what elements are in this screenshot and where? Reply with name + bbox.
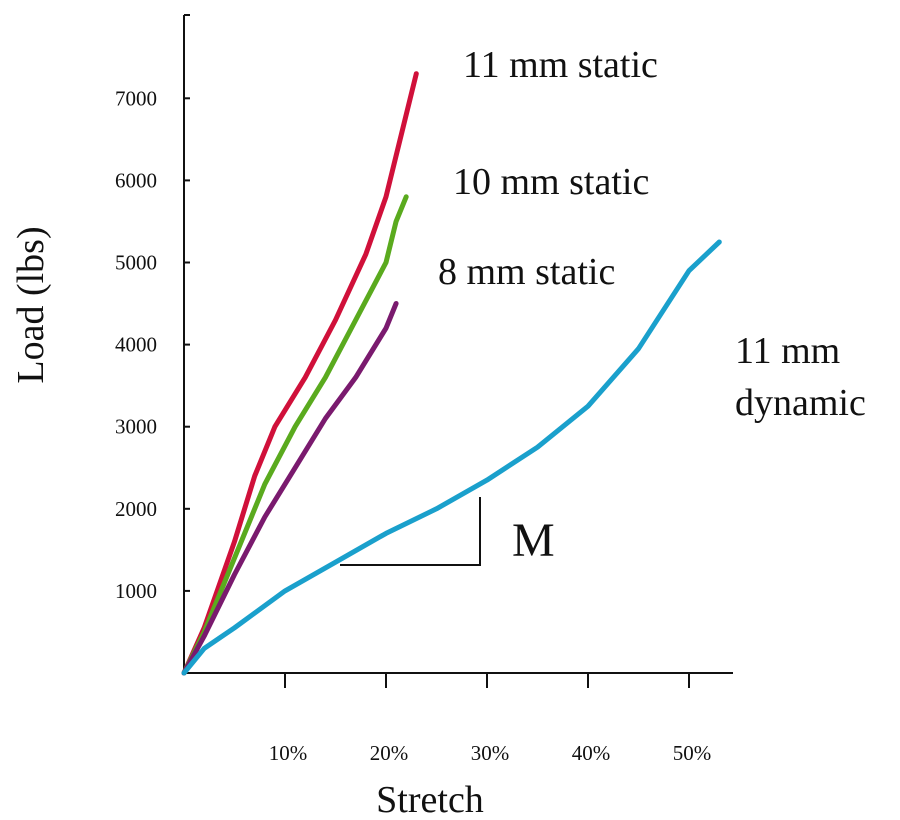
x-tick-label: 40%	[572, 741, 611, 765]
y-tick-label: 3000	[115, 415, 157, 439]
y-ticks: 1000 2000 3000 4000 5000 6000 7000	[115, 14, 190, 603]
x-tick-label: 10%	[269, 741, 308, 765]
y-tick-label: 4000	[115, 333, 157, 357]
series-label: 11 mm	[735, 330, 840, 372]
series-line	[181, 71, 419, 676]
y-tick-label: 7000	[115, 86, 157, 110]
series-label: dynamic	[735, 382, 866, 424]
y-tick-label: 5000	[115, 251, 157, 275]
x-tick-label: 30%	[471, 741, 510, 765]
series-line	[181, 239, 722, 676]
slope-triangle	[340, 497, 481, 566]
series-lines	[181, 71, 722, 676]
series-line	[181, 194, 409, 676]
y-tick-label: 1000	[115, 579, 157, 603]
axes	[183, 15, 733, 674]
series-labels: 11 mm static 10 mm static 8 mm static 11 mm…	[438, 44, 866, 424]
series-label: 10 mm static	[453, 161, 649, 203]
x-axis-title: Stretch	[376, 779, 484, 820]
series-label: 8 mm static	[438, 251, 615, 293]
y-tick-label: 6000	[115, 168, 157, 192]
y-axis-title: Load (lbs)	[10, 226, 52, 383]
series-label: 11 mm static	[463, 44, 658, 86]
y-tick-label: 2000	[115, 497, 157, 521]
slope-label: M	[512, 514, 555, 567]
series-line	[181, 301, 399, 676]
x-ticks: 10% 20% 30% 40% 50%	[269, 673, 712, 765]
slope-annotation: M	[340, 497, 555, 567]
x-tick-label: 50%	[673, 741, 712, 765]
x-tick-label: 20%	[370, 741, 409, 765]
